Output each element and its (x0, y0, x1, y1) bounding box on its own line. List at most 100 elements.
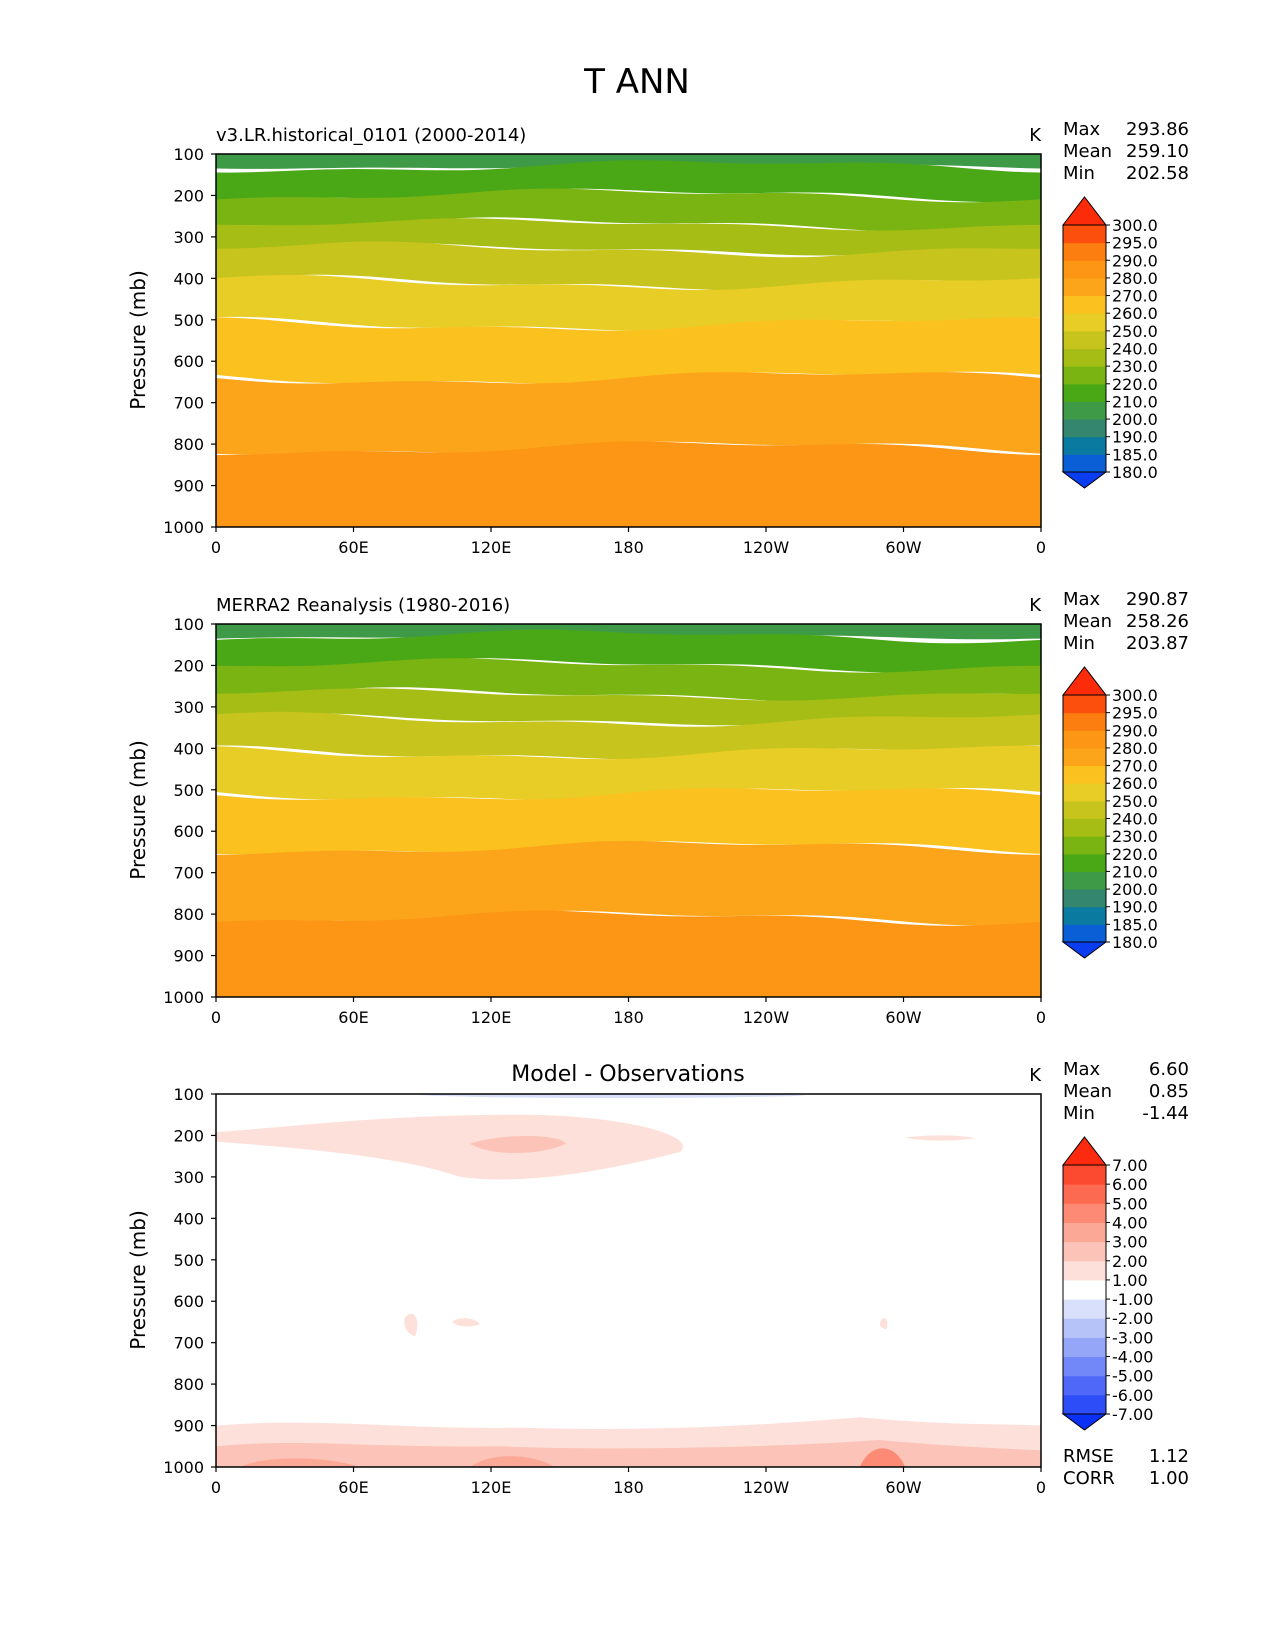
colorbar-tick-label: 200.0 (1112, 880, 1158, 899)
y-tick-label: 700 (173, 864, 204, 883)
contour-band (216, 441, 1041, 527)
colorbar-tick-label: 290.0 (1112, 721, 1158, 740)
colorbar-segment (1063, 225, 1106, 244)
colorbar-segment (1063, 1375, 1106, 1396)
panel-title: MERRA2 Reanalysis (1980-2016) (216, 595, 510, 616)
anomaly-patch (905, 1135, 975, 1141)
colorbar-segment (1063, 924, 1106, 943)
x-tick-label: 60W (885, 1008, 921, 1027)
colorbar-tick-label: 210.0 (1112, 392, 1158, 411)
colorbar-tick-label: 230.0 (1112, 827, 1158, 846)
colorbar-segment (1063, 330, 1106, 349)
y-tick-label: 100 (173, 1085, 204, 1104)
anomaly-patch (470, 1135, 566, 1154)
panel-title: v3.LR.historical_0101 (2000-2014) (216, 125, 526, 146)
stat-mean-label: Mean (1063, 141, 1112, 162)
y-tick-label: 100 (173, 145, 204, 164)
y-tick-label: 500 (173, 1251, 204, 1270)
stat-min-label: Min (1063, 163, 1095, 184)
contour-band (216, 188, 1041, 232)
x-tick-label: 120W (743, 1478, 790, 1497)
contour-band (216, 711, 1041, 760)
x-tick-label: 0 (211, 1478, 221, 1497)
contour-band (216, 218, 1041, 256)
y-tick-label: 600 (173, 822, 204, 841)
colorbar-tick-label: 270.0 (1112, 287, 1158, 306)
x-tick-label: 120W (743, 1008, 790, 1027)
x-tick-label: 0 (211, 538, 221, 557)
units-label: K (1029, 1065, 1042, 1086)
anomaly-patch (879, 1318, 888, 1330)
colorbar-tick-label: 1.00 (1112, 1271, 1148, 1290)
colorbar-tick-label: 180.0 (1112, 463, 1158, 482)
y-tick-label: 100 (173, 615, 204, 634)
colorbar-segment (1063, 260, 1106, 279)
stat-min-value: 202.58 (1126, 163, 1189, 184)
colorbar-segment (1063, 712, 1106, 731)
contour-band (216, 688, 1041, 726)
plot-area: 100 200 300 400 500 600 700 800 900 1000 0 60E 120E 1… (163, 615, 1046, 1027)
contour-band (216, 372, 1041, 455)
anomaly-patch (216, 1440, 1041, 1467)
anomaly-patch (216, 1114, 684, 1180)
x-tick-label: 0 (1036, 538, 1046, 557)
colorbar-tick-label: 290.0 (1112, 251, 1158, 270)
stat-max-value: 290.87 (1126, 589, 1189, 610)
colorbar-tick-label: 220.0 (1112, 845, 1158, 864)
stat-max-label: Max (1063, 589, 1101, 610)
colorbar-segment (1063, 836, 1106, 855)
stat-max-value: 6.60 (1149, 1059, 1189, 1080)
colorbar-tick-label: -1.00 (1112, 1290, 1153, 1309)
colorbar-segment (1063, 800, 1106, 819)
colorbar-frame (1062, 1164, 1107, 1415)
colorbar-tick-label: 295.0 (1112, 704, 1158, 723)
colorbar-tick-label: 2.00 (1112, 1252, 1148, 1271)
y-tick-label: 1000 (163, 518, 204, 537)
x-tick-label: 120E (471, 1008, 512, 1027)
x-tick-label: 0 (1036, 1008, 1046, 1027)
colorbar-segment (1063, 1279, 1106, 1300)
colorbar-tick-label: -7.00 (1112, 1405, 1153, 1424)
colorbar-tick-label: 190.0 (1112, 898, 1158, 917)
rmse-value: 1.12 (1149, 1446, 1189, 1467)
colorbar-segment (1063, 889, 1106, 908)
colorbar-tick-label: -4.00 (1112, 1348, 1153, 1367)
colorbar-tick-label: 260.0 (1112, 304, 1158, 323)
stat-min-label: Min (1063, 1103, 1095, 1124)
y-tick-label: 1000 (163, 988, 204, 1007)
units-label: K (1029, 595, 1042, 616)
colorbar-segment (1063, 454, 1106, 473)
contour-band (216, 624, 1041, 640)
y-tick-label: 800 (173, 435, 204, 454)
y-tick-label: 500 (173, 781, 204, 800)
figure-title: T ANN (583, 62, 690, 102)
panel-difference: 100 200 300 400 500 600 700 800 900 1000 0 60E 120E 1… (126, 1059, 1189, 1497)
stat-mean-value: 0.85 (1149, 1081, 1189, 1102)
colorbar-tick-label: 190.0 (1112, 428, 1158, 447)
y-tick-label: 200 (173, 186, 204, 205)
colorbar-tick-label: 6.00 (1112, 1175, 1148, 1194)
colorbar-tick-label: 260.0 (1112, 774, 1158, 793)
contour-band (216, 275, 1041, 331)
x-tick-label: 60E (338, 538, 368, 557)
units-label: K (1029, 125, 1042, 146)
y-tick-label: 400 (173, 739, 204, 758)
colorbar-tick-label: -6.00 (1112, 1386, 1153, 1405)
x-tick-label: 180 (613, 1008, 644, 1027)
contour-band (216, 317, 1041, 384)
colorbar-segment (1063, 783, 1106, 802)
stat-min-value: -1.44 (1142, 1103, 1189, 1124)
x-tick-label: 60E (338, 1008, 368, 1027)
y-tick-label: 1000 (163, 1458, 204, 1477)
y-tick-label: 600 (173, 352, 204, 371)
colorbar-segment (1063, 348, 1106, 367)
stats-block: Max 290.87 Mean 258.26 Min 203.87 (1063, 589, 1189, 654)
y-tick-label: 700 (173, 1334, 204, 1353)
colorbar-tick-label: 220.0 (1112, 375, 1158, 394)
x-tick-label: 120W (743, 538, 790, 557)
y-tick-label: 800 (173, 905, 204, 924)
colorbar-segment (1063, 1184, 1106, 1204)
y-axis-label: Pressure (mb) (126, 1210, 150, 1350)
colorbar-tick-label: 250.0 (1112, 322, 1158, 341)
